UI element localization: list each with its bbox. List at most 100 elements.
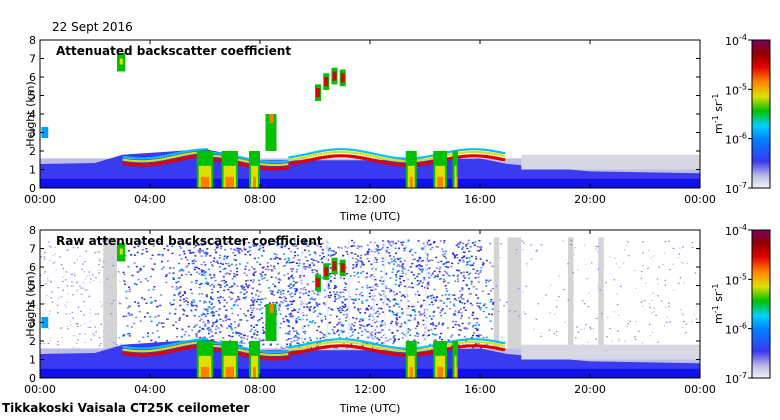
cloud-edge-pixel — [355, 342, 360, 345]
sparse-noise-pixel — [92, 333, 94, 335]
noise-pixel — [210, 277, 213, 279]
noise-pixel — [210, 311, 213, 314]
noise-pixel — [422, 242, 425, 245]
noise-pixel — [382, 301, 385, 304]
noise-pixel — [345, 266, 348, 269]
noise-pixel — [304, 268, 307, 270]
cloud-halo-pixel — [320, 339, 325, 342]
cloud-halo-pixel — [154, 346, 159, 349]
noise-pixel — [308, 290, 311, 293]
noise-pixel — [388, 309, 391, 312]
noise-pixel — [401, 311, 404, 314]
cloud-edge-pixel — [216, 345, 221, 348]
noise-pixel — [218, 308, 221, 310]
sparse-noise-pixel — [679, 277, 682, 279]
cloud-edge-pixel — [268, 163, 273, 166]
noise-pixel — [381, 257, 384, 259]
noise-pixel — [224, 248, 227, 251]
noise-pixel — [241, 250, 244, 252]
noise-pixel — [201, 244, 204, 247]
noise-pixel — [341, 301, 344, 304]
noise-pixel — [248, 241, 251, 244]
cloud-edge-pixel — [236, 158, 241, 161]
noise-pixel — [193, 301, 196, 303]
cloud-halo-pixel — [191, 149, 196, 152]
noise-pixel — [244, 242, 247, 244]
cloud-halo-pixel — [159, 345, 164, 348]
noise-pixel — [475, 288, 478, 290]
noise-pixel — [256, 308, 259, 310]
sparse-noise-pixel — [517, 318, 520, 320]
noise-pixel — [228, 296, 231, 298]
cloud-base-pixel — [392, 162, 397, 166]
noise-pixel — [337, 322, 340, 324]
sparse-noise-pixel — [51, 301, 54, 303]
y-axis-title-bottom: Height (km) — [24, 271, 37, 337]
sparse-noise-pixel — [48, 340, 51, 342]
noise-pixel — [315, 337, 318, 340]
noise-pixel — [242, 337, 245, 339]
noise-pixel — [214, 321, 217, 323]
noise-pixel — [204, 282, 207, 285]
noise-pixel — [295, 271, 298, 273]
cloud-base-pixel — [379, 160, 384, 164]
sparse-noise-pixel — [103, 261, 105, 263]
noise-pixel — [370, 263, 373, 266]
cloud-base-pixel — [216, 348, 221, 352]
sparse-noise-pixel — [679, 247, 681, 249]
cloud-halo-pixel — [298, 344, 303, 347]
noise-pixel — [321, 261, 324, 264]
noise-pixel — [480, 266, 483, 269]
noise-pixel — [179, 299, 182, 301]
cloud-halo-pixel — [417, 346, 422, 349]
noise-pixel — [483, 303, 486, 305]
sparse-noise-pixel — [505, 301, 508, 304]
noise-pixel — [262, 246, 265, 249]
cloud-base-pixel — [268, 357, 273, 361]
cloud-halo-pixel — [461, 148, 466, 151]
cloud-base-pixel — [367, 157, 372, 161]
cloud-edge-pixel — [367, 154, 372, 157]
cloud-edge-pixel — [464, 151, 469, 154]
noise-pixel — [479, 308, 482, 311]
noise-pixel — [154, 341, 157, 343]
noise-pixel — [133, 322, 136, 325]
sparse-noise-pixel — [583, 327, 586, 329]
noise-pixel — [252, 307, 255, 309]
noise-pixel — [179, 245, 182, 248]
cloud-edge-pixel — [300, 346, 305, 349]
noise-pixel — [428, 267, 431, 269]
noise-pixel — [232, 332, 235, 334]
noise-pixel — [190, 301, 193, 303]
cloud-base-pixel — [350, 344, 355, 348]
noise-pixel — [336, 324, 339, 326]
noise-pixel — [245, 283, 248, 285]
cloud-base-pixel — [498, 347, 503, 351]
noise-pixel — [171, 252, 174, 255]
noise-pixel — [298, 259, 301, 261]
noise-pixel — [236, 285, 239, 287]
colorbar-unit-label: m-1 sr-1 — [711, 284, 725, 324]
precip-strong — [409, 366, 413, 378]
cloud-base-pixel — [394, 352, 399, 356]
cloud-edge-pixel — [496, 153, 501, 156]
sparse-noise-pixel — [570, 243, 572, 246]
noise-pixel — [441, 308, 444, 310]
sparse-noise-pixel — [635, 287, 637, 289]
noise-pixel — [479, 248, 482, 251]
noise-pixel — [394, 283, 397, 286]
sparse-noise-pixel — [82, 263, 84, 265]
noise-pixel — [125, 290, 128, 293]
cloud-edge-pixel — [129, 159, 134, 162]
instrument-label: Tikkakoski Vaisala CT25K ceilometer — [2, 401, 250, 415]
noise-pixel — [246, 335, 249, 337]
noise-pixel — [152, 288, 155, 291]
noise-pixel — [233, 321, 236, 323]
sparse-noise-pixel — [652, 292, 654, 294]
sparse-noise-pixel — [98, 251, 101, 253]
cloud-edge-pixel — [345, 151, 350, 154]
noise-pixel — [141, 297, 144, 299]
noise-pixel — [204, 325, 207, 327]
noise-pixel — [394, 302, 397, 305]
sparse-noise-pixel — [518, 251, 520, 254]
